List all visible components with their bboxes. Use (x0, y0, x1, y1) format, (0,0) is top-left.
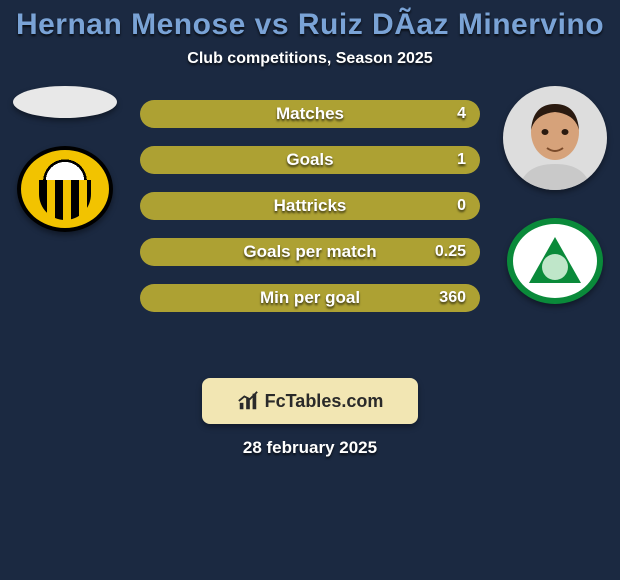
stat-label: Matches (140, 104, 480, 124)
player-right-photo (503, 86, 607, 190)
stat-label: Min per goal (140, 288, 480, 308)
left-column (0, 86, 130, 232)
stat-bar: Goals 1 (140, 146, 480, 174)
date-text: 28 february 2025 (0, 438, 620, 458)
brand-text: FcTables.com (265, 391, 384, 412)
stat-value-right: 0.25 (435, 243, 466, 261)
page-title: Hernan Menose vs Ruiz DÃ­az Minervino (0, 8, 620, 42)
club-badge-left (17, 146, 113, 232)
player-left-placeholder (13, 86, 117, 118)
content: Hernan Menose vs Ruiz DÃ­az Minervino Cl… (0, 0, 620, 580)
stat-bar: Goals per match 0.25 (140, 238, 480, 266)
club-badge-right (507, 218, 603, 304)
player-avatar-icon (503, 86, 607, 190)
stat-value-right: 4 (457, 105, 466, 123)
stat-bar: Min per goal 360 (140, 284, 480, 312)
right-column (490, 86, 620, 304)
stat-bars: Matches 4 Goals 1 Hattricks 0 Goals per … (140, 100, 480, 312)
stat-label: Goals per match (140, 242, 480, 262)
stat-value-right: 1 (457, 151, 466, 169)
brand-box: FcTables.com (202, 378, 418, 424)
chart-icon (237, 390, 259, 412)
club-triangle-icon (525, 231, 585, 291)
stat-value-right: 0 (457, 197, 466, 215)
stat-bar: Hattricks 0 (140, 192, 480, 220)
stat-bar: Matches 4 (140, 100, 480, 128)
subtitle: Club competitions, Season 2025 (0, 50, 620, 68)
stat-label: Hattricks (140, 196, 480, 216)
comparison-row: Matches 4 Goals 1 Hattricks 0 Goals per … (0, 100, 620, 360)
stat-label: Goals (140, 150, 480, 170)
stat-value-right: 360 (439, 289, 466, 307)
